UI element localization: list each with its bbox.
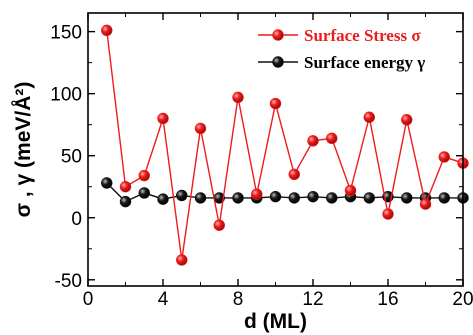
y-tick-label: 50 (61, 147, 82, 168)
series-1-point (344, 184, 357, 197)
series-2-point (269, 190, 282, 203)
series-1-line (106, 30, 464, 260)
series-2-point (288, 192, 300, 204)
series-1-point (101, 24, 113, 37)
x-tick-label: 16 (377, 289, 398, 310)
x-tick-label: 12 (302, 289, 323, 310)
series-2-point (438, 192, 450, 204)
series-2-point (157, 193, 169, 205)
series-1-point (269, 97, 282, 110)
series-1-point (288, 168, 300, 181)
y-tick-label: 0 (71, 209, 82, 230)
series-1-point (213, 219, 225, 231)
series-1-point (119, 181, 132, 193)
y-axis-title: σ , γ (meV/Å²) (11, 82, 35, 218)
legend: Surface Stress σ Surface energy γ (258, 26, 425, 72)
series-2-point (176, 189, 188, 202)
y-tick-label: -50 (55, 271, 82, 292)
x-tick-label: 20 (452, 289, 473, 310)
legend-swatch-marker (272, 29, 284, 41)
series-1-point (251, 188, 263, 200)
series-1-point (176, 254, 188, 266)
series-2-point (119, 195, 132, 208)
x-axis-title: d (ML) (244, 310, 307, 333)
legend-swatch-marker (272, 56, 284, 68)
series-2-point (307, 190, 319, 203)
series-1-point (326, 132, 338, 145)
series-2-point (194, 192, 207, 204)
legend-label: Surface energy γ (304, 53, 425, 72)
legend-label: Surface Stress σ (304, 26, 421, 45)
y-tick-label: 100 (50, 85, 82, 106)
series-2-point (138, 187, 150, 199)
x-tick-label: 4 (158, 289, 169, 310)
series-1-point (382, 208, 394, 220)
y-tick-label: 150 (50, 23, 82, 44)
series-1-point (194, 122, 207, 135)
series-1-point (363, 111, 375, 123)
series-1-point (157, 112, 169, 125)
series-2-point (326, 192, 338, 204)
x-tick-label: 8 (233, 289, 244, 310)
series-1-point (419, 198, 432, 210)
series-2-point (232, 192, 244, 204)
series-1-point (232, 91, 244, 104)
series-1-point (438, 151, 450, 163)
series-1-point (401, 114, 413, 126)
x-tick-label: 0 (83, 289, 94, 310)
series-2-point (101, 177, 113, 189)
series-2-point (363, 192, 375, 204)
series-2-point (401, 192, 413, 204)
series-1-point (307, 135, 319, 147)
series-1-point (138, 169, 150, 182)
